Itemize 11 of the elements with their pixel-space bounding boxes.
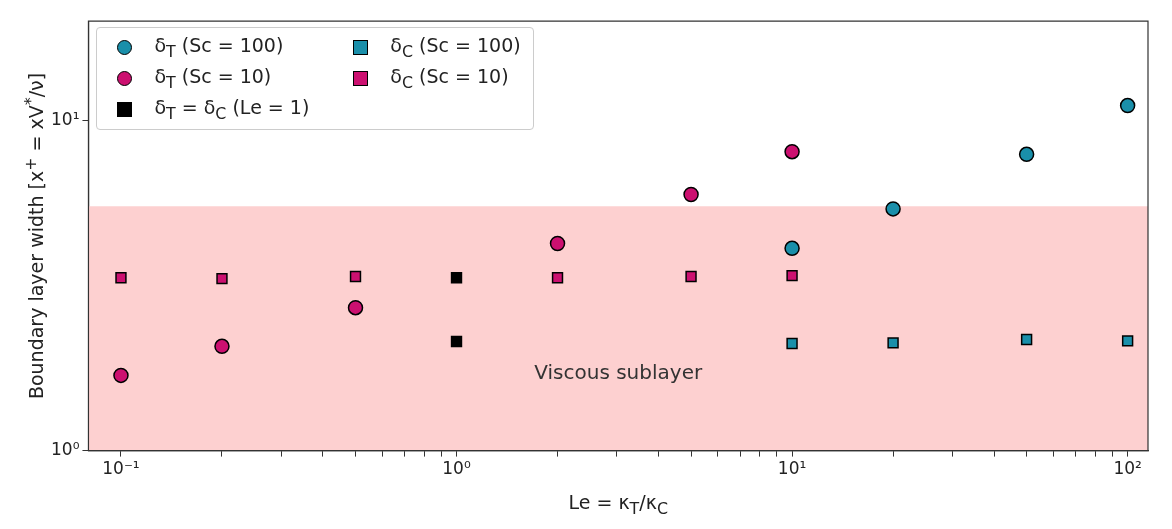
band-label: Viscous sublayer xyxy=(534,359,703,384)
x-tick-label: 10² xyxy=(1113,458,1142,479)
legend-label: δ$_{T}$ (Sc = 10) xyxy=(154,64,272,92)
legend-label: δ$_{C}$ (Sc = 10) xyxy=(390,64,509,92)
x-tick-label: 10¹ xyxy=(777,458,807,479)
legend-label: δ$_{T}$ (Sc = 100) xyxy=(154,34,284,61)
x-tick-label: 10⁰ xyxy=(442,458,471,479)
x-tick-label: 10⁻¹ xyxy=(102,458,140,479)
legend-label: δ$_{C}$ (Sc = 100) xyxy=(390,34,521,61)
legend-label: δ$_{T}$ = δ$_{C}$ (Le = 1) xyxy=(154,95,310,123)
x-axis-title: Le = κ$_{T}$/κ$_{C}$ xyxy=(568,491,668,518)
